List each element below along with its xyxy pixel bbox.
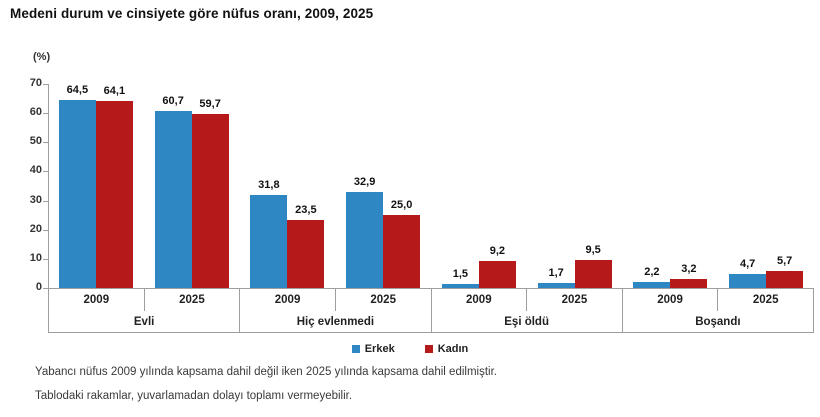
bar-kadın-2009 (478, 261, 516, 288)
bar-value-label: 9,5 (585, 244, 601, 256)
category-label: Evli (133, 315, 155, 328)
bar-value-label: 4,7 (739, 258, 756, 270)
bar-value-label: 3,2 (681, 263, 697, 275)
y-axis-tick-label: 40 (29, 164, 42, 177)
y-axis-tick-label: 70 (29, 77, 42, 89)
legend-swatch-icon (351, 345, 360, 353)
bar-value-label: 1,5 (452, 268, 469, 280)
bar-value-label: 25,0 (390, 199, 413, 211)
bar-erkek-2025 (729, 274, 767, 288)
y-axis-tick-mark (43, 142, 48, 144)
year-row: 2009 2025 (432, 289, 622, 311)
bar-kadın-2025 (383, 215, 421, 288)
bar-erkek-2025 (346, 192, 384, 288)
y-axis-unit-label: (%) (33, 51, 51, 63)
year-label: 2009 (466, 294, 492, 306)
legend-swatch-icon (424, 345, 433, 353)
year-label: 2009 (274, 294, 301, 306)
legend: Erkek Kadın (0, 343, 820, 355)
y-axis-tick-label: 20 (29, 222, 42, 235)
bar-value-label: 5,7 (776, 255, 793, 267)
y-axis-tick-mark (43, 258, 48, 260)
bar-value-label: 64,5 (66, 84, 89, 96)
category-cell: 2009 2025 Eşi öldü (430, 289, 622, 332)
bar-erkek-2025 (154, 111, 192, 288)
y-axis-tick-label: 0 (35, 281, 42, 293)
bar-erkek-2009 (633, 282, 671, 288)
bar-value-label: 1,7 (548, 267, 564, 279)
year-label: 2009 (83, 294, 110, 306)
bar-value-label: 23,5 (295, 204, 317, 216)
y-axis-tick-mark (43, 229, 48, 231)
bar-value-label: 60,7 (162, 95, 184, 107)
y-axis-tick-mark (43, 171, 48, 173)
y-axis-tick-mark (43, 200, 48, 202)
year-row: 2009 2025 (49, 289, 239, 311)
year-label: 2025 (334, 289, 431, 311)
year-label: 2025 (143, 289, 240, 311)
y-axis-tick-label: 10 (29, 251, 42, 264)
category-cell: 2009 2025 Evli (48, 289, 239, 332)
year-row: 2009 2025 (623, 289, 813, 311)
year-label: 2009 (657, 294, 683, 306)
legend-label: Kadın (437, 343, 469, 355)
category-label: Eşi öldü (504, 315, 549, 328)
y-axis-tick-label: 50 (29, 135, 42, 148)
chart-title: Medeni durum ve cinsiyete göre nüfus ora… (10, 6, 374, 21)
bar-kadın-2009 (95, 101, 133, 288)
bar-value-label: 59,7 (199, 98, 221, 110)
y-axis-tick-mark (43, 113, 48, 115)
legend-item-erkek: Erkek (351, 343, 395, 355)
category-label: Boşandı (695, 315, 741, 328)
year-label: 2025 (717, 289, 813, 311)
category-cell: 2009 2025 Hiç evlenmedi (239, 289, 430, 332)
bar-kadın-2025 (191, 114, 229, 288)
legend-item-kadın: Kadın (424, 343, 469, 355)
bar-value-label: 2,2 (644, 266, 660, 278)
year-label: 2025 (526, 289, 622, 311)
bar-value-label: 64,1 (103, 85, 126, 97)
bar-value-label: 9,2 (489, 245, 506, 257)
y-axis-tick-label: 60 (29, 106, 42, 119)
y-axis-tick-label: 30 (29, 193, 42, 206)
bar-erkek-2009 (58, 100, 96, 288)
bar-kadın-2025 (574, 260, 612, 288)
bar-erkek-2009 (441, 284, 479, 288)
bar-value-label: 32,9 (353, 176, 376, 188)
footnote-2: Tablodaki rakamlar, yuvarlamadan dolayı … (35, 390, 353, 402)
year-row: 2009 2025 (240, 289, 430, 311)
category-label: Hiç evlenmedi (296, 315, 375, 328)
footnote-1: Yabancı nüfus 2009 yılında kapsama dahil… (35, 366, 497, 378)
category-cell: 2009 2025 Boşandı (621, 289, 814, 332)
y-axis-tick-mark (43, 84, 48, 85)
bar-erkek-2025 (537, 283, 575, 288)
legend-label: Erkek (364, 343, 395, 355)
y-axis-tick-mark (43, 288, 48, 289)
bar-kadın-2009 (670, 279, 708, 288)
bar-erkek-2009 (250, 195, 288, 288)
bar-value-label: 31,8 (258, 179, 280, 191)
x-axis-table: 2009 2025 Evli 2009 2025 Hiç evlenmedi 2009 202… (48, 288, 814, 333)
bar-kadın-2025 (766, 271, 804, 288)
bar-kadın-2009 (287, 220, 325, 288)
